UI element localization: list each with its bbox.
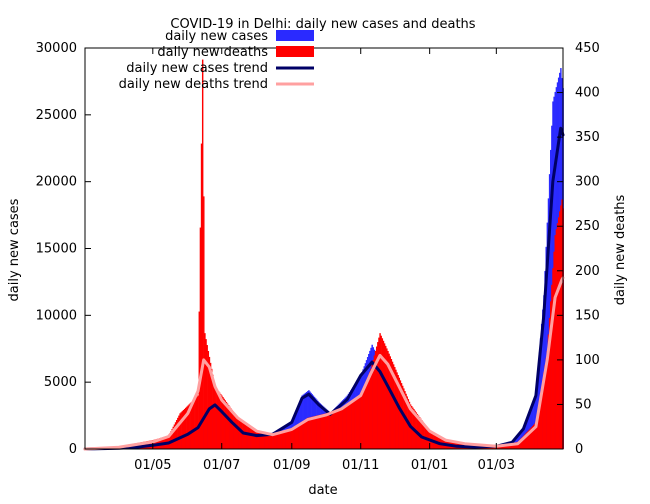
y2-tick-label: 50 <box>575 397 592 412</box>
y-tick-label: 25000 <box>36 108 77 123</box>
y-tick-label: 10000 <box>36 308 77 323</box>
y-tick-label: 0 <box>69 442 77 457</box>
x-tick-label: 01/05 <box>134 458 171 473</box>
legend-label: daily new cases <box>165 29 268 44</box>
legend-swatch <box>276 46 314 57</box>
legend-label: daily new deaths trend <box>119 77 268 92</box>
x-axis-label: date <box>308 483 337 498</box>
y-tick-label: 5000 <box>44 375 77 390</box>
series-bars-cases <box>86 68 564 449</box>
plot-area <box>85 60 564 449</box>
cases-trend-line <box>85 128 563 449</box>
y2-tick-label: 150 <box>575 308 600 323</box>
x-tick-label: 01/01 <box>411 458 448 473</box>
y2-tick-label: 450 <box>575 41 600 56</box>
y2-tick-label: 400 <box>575 86 600 101</box>
y2-tick-label: 250 <box>575 219 600 234</box>
plot-frame <box>85 48 563 449</box>
legend-label: daily new deaths <box>157 45 268 60</box>
x-tick-label: 01/09 <box>273 458 310 473</box>
y2-tick-label: 300 <box>575 175 600 190</box>
legend-label: daily new cases trend <box>126 61 268 76</box>
x-tick-label: 01/11 <box>342 458 379 473</box>
y-tick-label: 20000 <box>36 175 77 190</box>
y2-axis-label: daily new deaths <box>613 194 628 305</box>
x-tick-label: 01/03 <box>478 458 515 473</box>
y-tick-label: 30000 <box>36 41 77 56</box>
series-bars-deaths <box>86 60 564 449</box>
legend-swatch <box>276 30 314 41</box>
y-axis-label: daily new cases <box>7 198 22 301</box>
y2-tick-label: 350 <box>575 130 600 145</box>
y2-tick-label: 200 <box>575 264 600 279</box>
y2-tick-label: 100 <box>575 353 600 368</box>
x-tick-label: 01/07 <box>203 458 240 473</box>
y-tick-label: 15000 <box>36 242 77 257</box>
y2-tick-label: 0 <box>575 442 583 457</box>
